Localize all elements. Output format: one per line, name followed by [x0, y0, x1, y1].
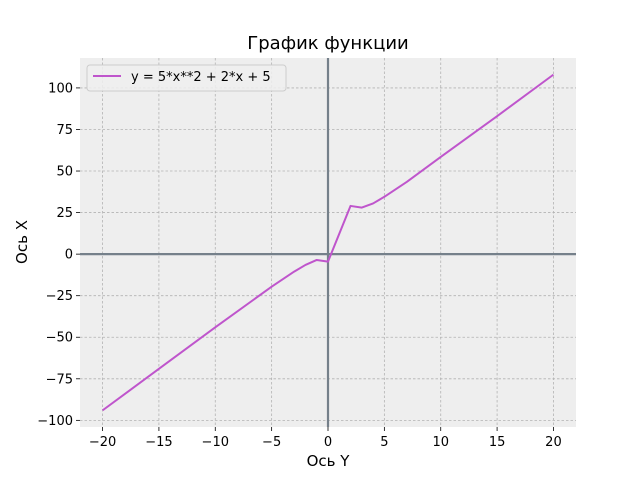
x-tick-label: −10	[202, 435, 229, 450]
y-axis-label: Ось X	[13, 220, 31, 264]
x-tick-label: 15	[489, 435, 506, 450]
series-line	[101, 73, 555, 412]
legend-entry: y = 5*x**2 + 2*x + 5	[131, 70, 271, 85]
x-tick-label: 0	[324, 435, 332, 450]
y-tick-label: −25	[46, 289, 73, 304]
x-ticks: −20 −15 −10 −5 0 5 10 15 20	[89, 427, 562, 450]
reference-lines	[80, 58, 576, 427]
y-tick-label: 75	[56, 123, 73, 138]
x-axis-label: Ось Y	[307, 452, 351, 470]
y-tick-label: 100	[48, 81, 73, 96]
x-tick-label: −15	[145, 435, 172, 450]
chart-title: График функции	[247, 33, 408, 54]
legend: y = 5*x**2 + 2*x + 5	[86, 64, 287, 92]
legend-box	[86, 64, 287, 92]
series-group	[101, 73, 555, 412]
x-tick-label: 5	[380, 435, 388, 450]
y-tick-label: −100	[37, 414, 73, 429]
x-tick-label: 20	[545, 435, 562, 450]
y-tick-label: −50	[46, 331, 73, 346]
x-tick-label: 10	[432, 435, 449, 450]
x-tick-label: −5	[262, 435, 281, 450]
y-ticks: −100 −75 −50 −25 0 25 50 75 100	[37, 81, 80, 429]
y-tick-label: 25	[56, 206, 73, 221]
x-tick-label: −20	[89, 435, 116, 450]
y-tick-label: 0	[65, 248, 73, 263]
y-tick-label: 50	[56, 165, 73, 180]
y-tick-label: −75	[46, 372, 73, 387]
